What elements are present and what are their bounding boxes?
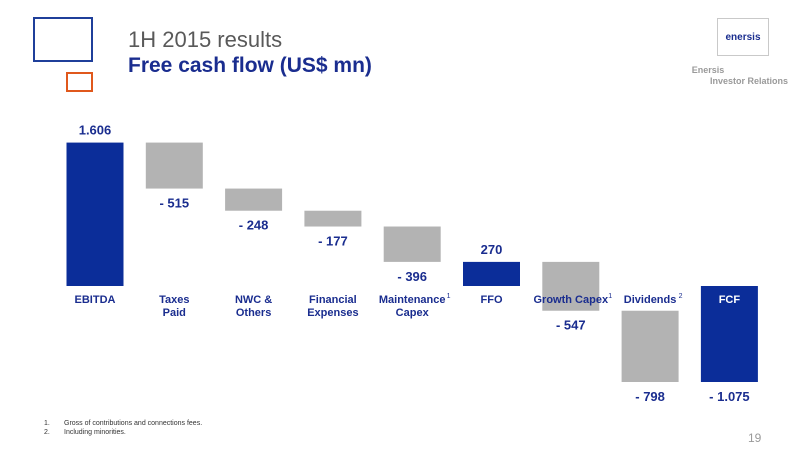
category-label-5: FFO bbox=[481, 294, 503, 306]
bar-2 bbox=[225, 188, 283, 211]
page-number: 19 bbox=[748, 431, 762, 445]
brand-name: Enersis bbox=[691, 65, 725, 75]
footnote-ref-6: 1 bbox=[608, 293, 612, 300]
category-label-7: Dividends bbox=[624, 294, 677, 306]
bar-4 bbox=[383, 226, 441, 262]
footnote-number: 1. bbox=[44, 420, 50, 427]
value-label-5: 270 bbox=[481, 242, 503, 257]
bar-8 bbox=[700, 286, 758, 382]
bar-7 bbox=[621, 310, 679, 382]
brand-department: Investor Relations bbox=[709, 76, 788, 86]
footnotes: 1. Gross of contributions and connection… bbox=[44, 419, 202, 437]
category-label-3: Financial Expenses bbox=[307, 294, 358, 319]
page-title: Free cash flow (US$ mn) bbox=[128, 54, 372, 77]
category-label-8: FCF bbox=[719, 294, 741, 306]
bar-1 bbox=[145, 142, 203, 189]
category-label-2: NWC & Others bbox=[235, 294, 272, 319]
logo-text: enersis bbox=[725, 31, 761, 43]
enersis-logo: enersis bbox=[717, 18, 769, 56]
value-label-6: - 547 bbox=[556, 318, 586, 333]
footnote-text: Including minorities. bbox=[64, 429, 126, 436]
footnote-number: 2. bbox=[44, 429, 50, 436]
value-label-4: - 396 bbox=[397, 269, 427, 284]
bar-5 bbox=[463, 261, 520, 286]
footnote-ref-7: 2 bbox=[679, 293, 683, 300]
value-label-1: - 515 bbox=[159, 196, 189, 211]
bar-3 bbox=[304, 210, 362, 227]
value-label-3: - 177 bbox=[318, 234, 348, 249]
value-label-0: 1.606 bbox=[79, 123, 112, 138]
category-label-6: Growth Capex bbox=[534, 294, 609, 306]
decorative-blue-square bbox=[33, 17, 93, 62]
footnote-ref-4: 1 bbox=[447, 293, 451, 300]
value-label-8: - 1.075 bbox=[709, 389, 749, 404]
category-label-0: EBITDA bbox=[75, 294, 116, 306]
footnote-1: 1. Gross of contributions and connection… bbox=[44, 419, 202, 428]
category-label-1: Taxes Paid bbox=[159, 294, 189, 319]
decorative-orange-square bbox=[66, 72, 93, 92]
footnote-2: 2. Including minorities. bbox=[44, 428, 202, 437]
value-label-7: - 798 bbox=[635, 389, 665, 404]
bar-6 bbox=[542, 261, 600, 311]
value-label-2: - 248 bbox=[239, 218, 269, 233]
footnote-text: Gross of contributions and connections f… bbox=[64, 420, 203, 427]
bar-0 bbox=[66, 142, 124, 286]
page-subtitle: 1H 2015 results bbox=[128, 27, 283, 52]
category-label-4: Maintenance Capex bbox=[379, 294, 446, 319]
